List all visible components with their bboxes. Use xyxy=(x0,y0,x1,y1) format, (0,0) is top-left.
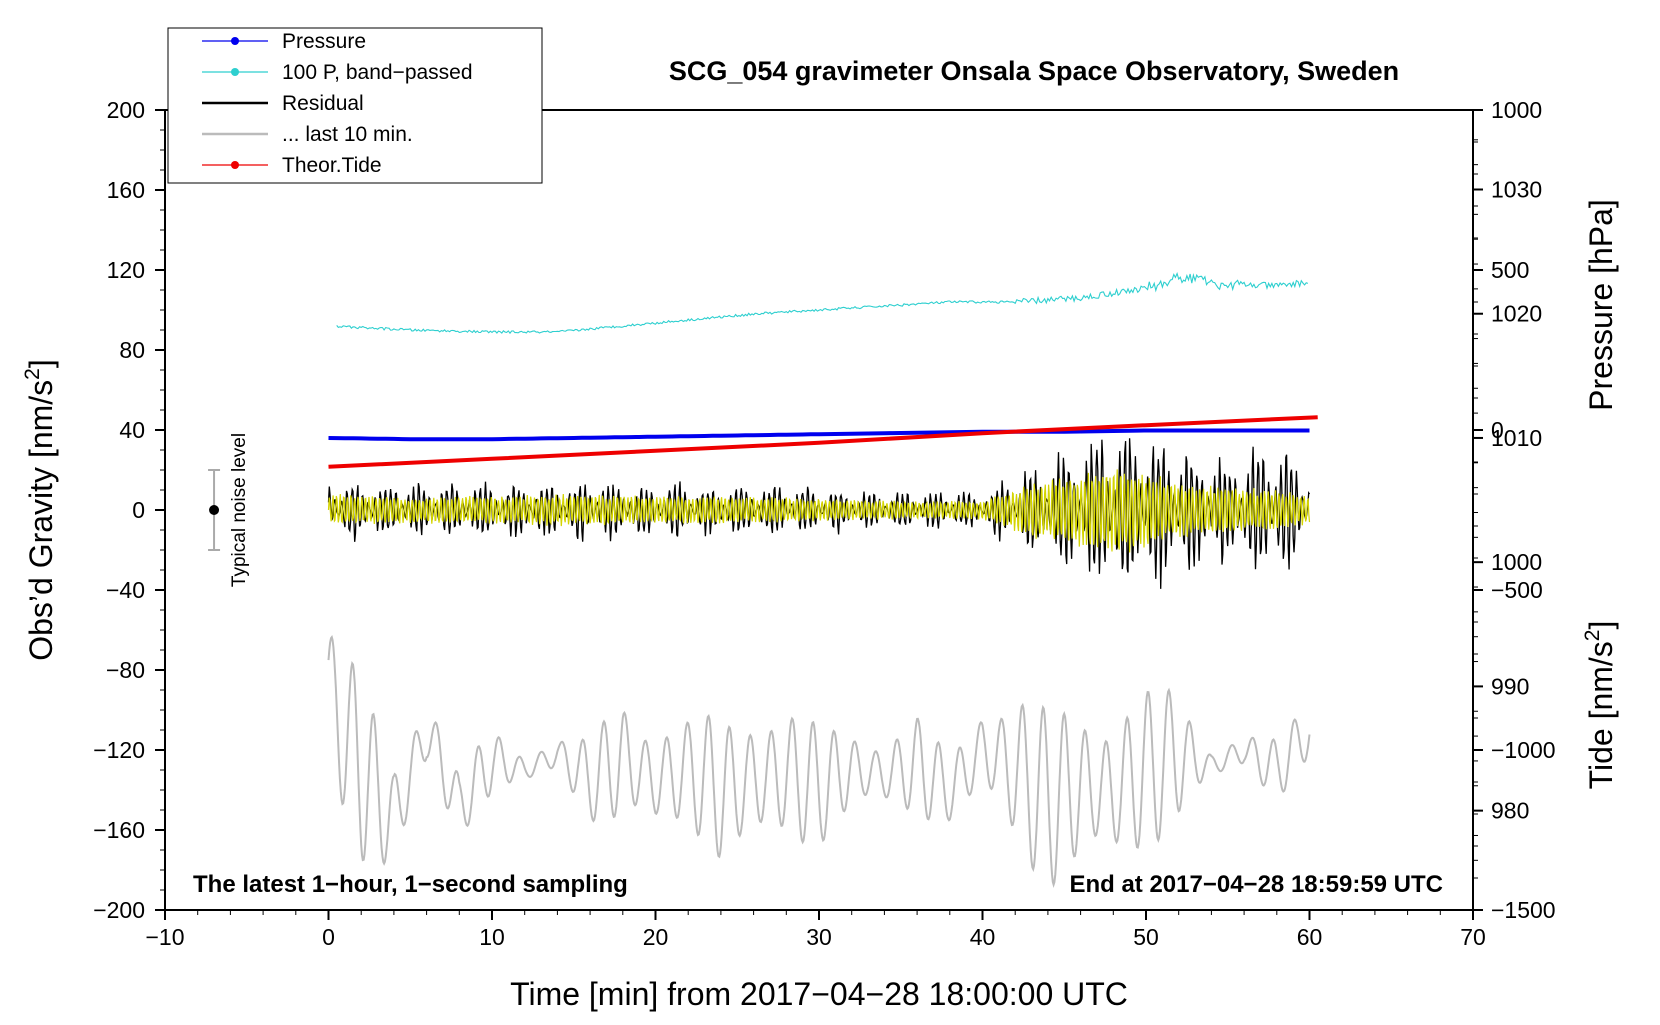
y-left-tick-label: −160 xyxy=(93,817,145,843)
y-left-tick-label: −200 xyxy=(93,897,145,923)
y-tide-tick-label: 0 xyxy=(1491,417,1504,443)
legend-items: Pressure 100 P, band−passed Residual ... la… xyxy=(202,30,473,177)
y-pressure-tick-label: 1020 xyxy=(1491,301,1542,327)
y-tide-tick-label: −1000 xyxy=(1491,737,1556,763)
legend-marker xyxy=(231,37,239,45)
legend-label: ... last 10 min. xyxy=(282,123,413,146)
annotation-sampling: The latest 1−hour, 1−second sampling xyxy=(193,871,628,898)
y-left-title-text: Obs’d Gravity [nm/s xyxy=(23,380,59,661)
y-pressure-tick-label: 1010 xyxy=(1491,425,1542,451)
y-tide-tick-label: 500 xyxy=(1491,257,1529,283)
legend-label: Pressure xyxy=(282,30,366,53)
y-left-tick-label: 80 xyxy=(119,337,145,363)
x-tick-label: 70 xyxy=(1460,924,1486,950)
y-tide-title-sup: 2 xyxy=(1581,630,1604,642)
y-left-title-close: ] xyxy=(23,359,59,368)
y-left-tick-label: 40 xyxy=(119,417,145,443)
legend-marker xyxy=(231,68,239,76)
x-tick-label: 40 xyxy=(970,924,996,950)
y-pressure-axis-title: Pressure [hPa] xyxy=(1583,199,1619,411)
noise-bar-dot xyxy=(209,505,220,515)
y-tide-title-text: Tide [nm/s xyxy=(1583,641,1619,789)
y-pressure-tick-label: 1000 xyxy=(1491,549,1542,575)
y-left-tick-label: −40 xyxy=(106,577,145,603)
legend-label: Theor.Tide xyxy=(282,154,382,177)
y-tide-axis-title: Tide [nm/s2] xyxy=(1581,621,1619,790)
x-tick-label: 10 xyxy=(479,924,505,950)
x-tick-label: 60 xyxy=(1297,924,1323,950)
series-theoretical-tide xyxy=(328,415,1318,469)
legend-label: Residual xyxy=(282,92,364,115)
chart-title: SCG_054 gravimeter Onsala Space Observat… xyxy=(669,56,1399,86)
series-residual-filtered xyxy=(327,469,1311,553)
series-pressure xyxy=(328,428,1310,442)
axis-ticks xyxy=(155,109,1483,920)
legend-box xyxy=(167,27,543,184)
y-left-tick-label: −120 xyxy=(93,737,145,763)
x-tick-label: 30 xyxy=(806,924,832,950)
y-left-tick-label: 0 xyxy=(132,497,145,523)
y-tide-tick-label: 1000 xyxy=(1491,97,1542,123)
y-pressure-tick-label: 980 xyxy=(1491,798,1529,824)
y-pressure-tick-label: 1030 xyxy=(1491,177,1542,203)
legend-label: 100 P, band−passed xyxy=(282,61,473,84)
series-layer xyxy=(327,272,1318,888)
x-tick-label: 50 xyxy=(1133,924,1159,950)
y-tide-title-close: ] xyxy=(1583,621,1619,630)
y-left-tick-label: −80 xyxy=(106,657,145,683)
annotation-end-time: End at 2017−04−28 18:59:59 UTC xyxy=(1069,871,1443,898)
noise-level-bar xyxy=(208,469,221,551)
legend: Pressure 100 P, band−passed Residual ... la… xyxy=(167,27,543,184)
y-tide-tick-label: −500 xyxy=(1491,577,1543,603)
noise-level-label: Typical noise level xyxy=(229,433,250,587)
y-left-title-sup: 2 xyxy=(21,368,44,380)
x-tick-label: 20 xyxy=(643,924,669,950)
x-axis-title: Time [min] from 2017−04−28 18:00:00 UTC xyxy=(510,976,1128,1012)
x-tick-label: 0 xyxy=(322,924,335,950)
y-left-tick-label: 120 xyxy=(107,257,145,283)
y-tide-tick-label: −1500 xyxy=(1491,897,1556,923)
series-100p-band-passed xyxy=(336,272,1309,335)
y-left-tick-label: 200 xyxy=(107,97,145,123)
x-tick-label: −10 xyxy=(145,924,184,950)
y-left-tick-label: 160 xyxy=(107,177,145,203)
legend-marker xyxy=(231,161,239,169)
y-left-axis-title: Obs’d Gravity [nm/s2] xyxy=(21,359,59,661)
series-last-10-min xyxy=(327,635,1311,888)
y-pressure-tick-label: 990 xyxy=(1491,673,1529,699)
tick-labels: −10 0 10 20 30 40 50 60 7020016012080400−40−80−1… xyxy=(93,97,1555,950)
